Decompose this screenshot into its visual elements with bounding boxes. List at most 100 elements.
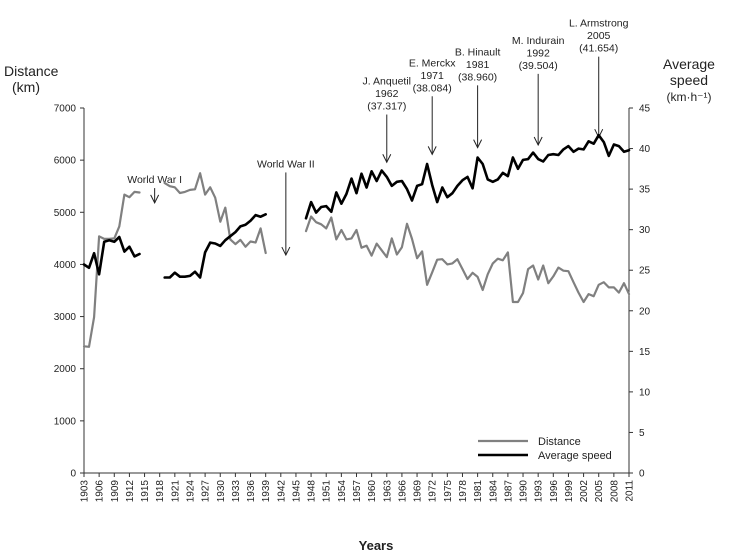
right-axis-title-line2: speed	[670, 72, 708, 88]
annotation-text: 2005	[587, 30, 611, 42]
series-line-distance-segment-3	[304, 215, 631, 304]
left-tick-label: 3000	[54, 312, 77, 323]
left-tick-label: 4000	[54, 260, 77, 271]
x-tick-label: 2011	[625, 480, 636, 502]
annotation-2: World War II	[257, 158, 315, 257]
series-line-average-speed-segment-2	[163, 213, 267, 279]
annotation-text: (38.960)	[458, 71, 497, 83]
x-tick-label: 1963	[382, 480, 393, 503]
series-line-distance-segment-2	[163, 172, 267, 255]
x-tick-label: 1999	[564, 480, 575, 503]
left-tick-label: 7000	[54, 104, 77, 115]
x-tick-label: 1903	[80, 480, 91, 503]
x-axis-title: Years	[359, 538, 394, 553]
right-tick-label: 10	[639, 387, 651, 398]
annotation-text: 1971	[421, 70, 445, 82]
x-tick-label: 1930	[216, 480, 227, 503]
x-tick-label: 1936	[246, 480, 257, 503]
annotation-text: World War II	[257, 158, 315, 170]
x-tick-label: 1981	[473, 480, 484, 503]
annotation-arrow-head	[382, 154, 392, 164]
annotation-arrow-head	[533, 136, 543, 147]
x-tick-label: 1948	[307, 480, 318, 503]
right-tick-label: 40	[639, 144, 651, 155]
x-tick-label: 1954	[337, 480, 348, 503]
x-tick-label: 2008	[609, 480, 620, 503]
x-tick-label: 1933	[231, 480, 242, 503]
annotation-text: M. Indurain	[512, 35, 565, 47]
x-tick-label: 1975	[443, 480, 454, 503]
annotation-text: B. Hinault	[455, 46, 501, 58]
x-tick-label: 1921	[170, 480, 181, 503]
x-tick-label: 2002	[579, 480, 590, 503]
annotation-text: L. Armstrong	[569, 18, 629, 30]
annotation-arrow-head	[281, 246, 291, 257]
x-tick-label: 1945	[291, 480, 302, 503]
right-tick-label: 20	[639, 306, 651, 317]
annotation-text: (37.317)	[367, 101, 406, 113]
x-tick-label: 1918	[155, 480, 166, 503]
right-axis-title: Average speed (km·h⁻¹)	[663, 56, 715, 104]
x-tick-label: 1969	[413, 480, 424, 503]
x-tick-label: 1915	[140, 480, 151, 503]
right-axis-title-line1: Average	[663, 56, 715, 72]
x-tick-label: 1996	[549, 480, 560, 503]
annotation-text: (39.504)	[519, 60, 558, 72]
right-tick-label: 45	[639, 104, 651, 115]
x-tick-label: 1909	[110, 480, 121, 503]
left-axis-title-line1: Distance	[4, 63, 59, 79]
left-axis-title-line2: (km)	[12, 79, 40, 95]
right-tick-label: 25	[639, 266, 651, 277]
annotation-text: 1981	[466, 59, 490, 71]
annotation-text: J. Anquetil	[363, 76, 411, 88]
series-line-distance-segment-1	[82, 190, 141, 348]
x-tick-label: 1972	[428, 480, 439, 503]
left-tick-label: 6000	[54, 156, 77, 167]
annotation-arrow-head	[473, 139, 483, 149]
x-tick-label: 1927	[201, 480, 212, 503]
left-tick-label: 2000	[54, 364, 77, 375]
annotation-text: E. Merckx	[409, 57, 456, 69]
series-line-average-speed-segment-1	[82, 235, 141, 276]
annotation-arrow-head	[427, 146, 437, 156]
legend-label-1: Distance	[538, 436, 581, 448]
x-tick-label: 2005	[594, 480, 605, 503]
right-tick-label: 30	[639, 225, 651, 236]
legend: Distance Average speed	[478, 436, 612, 462]
annotation-arrow-head	[150, 194, 160, 205]
left-tick-label: 5000	[54, 208, 77, 219]
axes: 0 1000 2000 3000 4000 5000 6000 7000 0 5 10 15 20 25 3…	[54, 104, 651, 503]
series-lines	[82, 133, 631, 348]
x-tick-label: 1960	[367, 480, 378, 503]
x-tick-label: 1978	[458, 480, 469, 503]
left-tick-label: 0	[70, 469, 76, 480]
right-tick-label: 0	[639, 469, 645, 480]
x-tick-label: 1966	[397, 480, 408, 503]
annotation-1: World War I	[127, 174, 182, 205]
x-tick-label: 1924	[185, 480, 196, 503]
x-tick-label: 1990	[519, 480, 530, 503]
annotation-text: 1992	[526, 47, 550, 59]
x-tick-label: 1987	[503, 480, 514, 503]
left-tick-label: 1000	[54, 416, 77, 427]
left-axis-title: Distance (km)	[4, 63, 59, 95]
x-tick-label: 1984	[488, 480, 499, 503]
right-tick-label: 15	[639, 347, 651, 358]
annotation-text: 1962	[375, 88, 399, 100]
legend-label-2: Average speed	[538, 450, 612, 462]
series-line-average-speed-segment-3	[304, 133, 631, 220]
annotation-text: (41.654)	[579, 43, 618, 55]
right-axis-title-unit: (km·h⁻¹)	[667, 90, 712, 104]
annotation-text: (38.084)	[413, 82, 452, 94]
right-tick-label: 5	[639, 428, 645, 439]
x-tick-label: 1912	[125, 480, 136, 503]
x-tick-label: 1939	[261, 480, 272, 503]
x-tick-label: 1951	[322, 480, 333, 503]
